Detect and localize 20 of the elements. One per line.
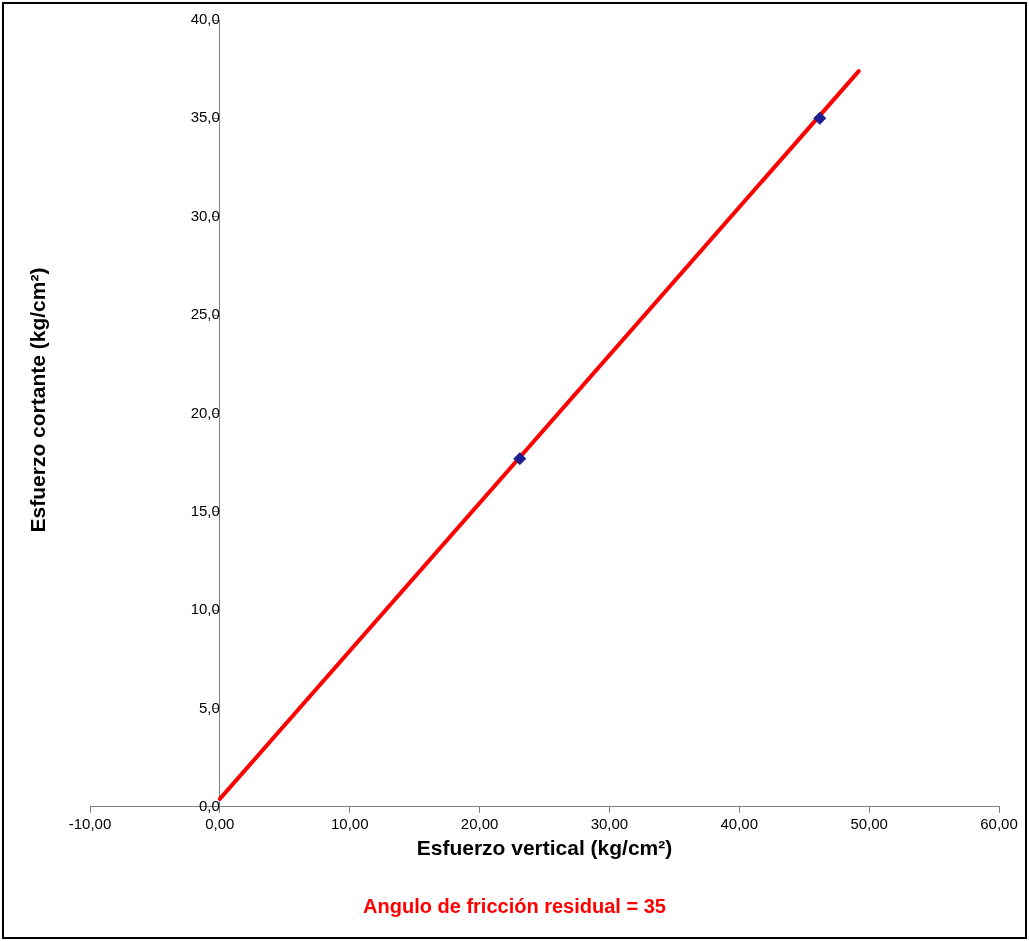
text: Angulo de fricción residual = 35 (362, 895, 667, 918)
x-axis-title: Esfuerzo vertical (kg/cm²) (416, 836, 673, 860)
y-tick-label: 0,0 (199, 796, 220, 814)
x-tick-label: 30,00 (590, 814, 629, 832)
x-tick-label: 60,00 (980, 814, 1018, 832)
x-tick-label: 40,00 (720, 814, 759, 832)
x-tick-label: 10,00 (330, 814, 369, 832)
x-tick-label: 0,00 (205, 814, 235, 832)
y-axis-title: Esfuerzo cortante (kg/cm²) (26, 267, 50, 533)
x-tick-label: 20,00 (460, 814, 499, 832)
y-tick-label: 40,0 (190, 10, 220, 28)
x-tick-label: -10,00 (68, 814, 112, 832)
y-tick-label: 5,0 (199, 698, 220, 716)
y-tick-label: 35,0 (190, 108, 220, 126)
x-tick-label: 50,00 (850, 814, 888, 832)
y-tick-label: 25,0 (190, 305, 220, 323)
y-tick-label: 30,0 (190, 206, 220, 224)
y-tick-label: 10,0 (190, 600, 220, 618)
y-tick-label: 20,0 (190, 403, 220, 421)
y-tick-label: 15,0 (190, 501, 220, 519)
